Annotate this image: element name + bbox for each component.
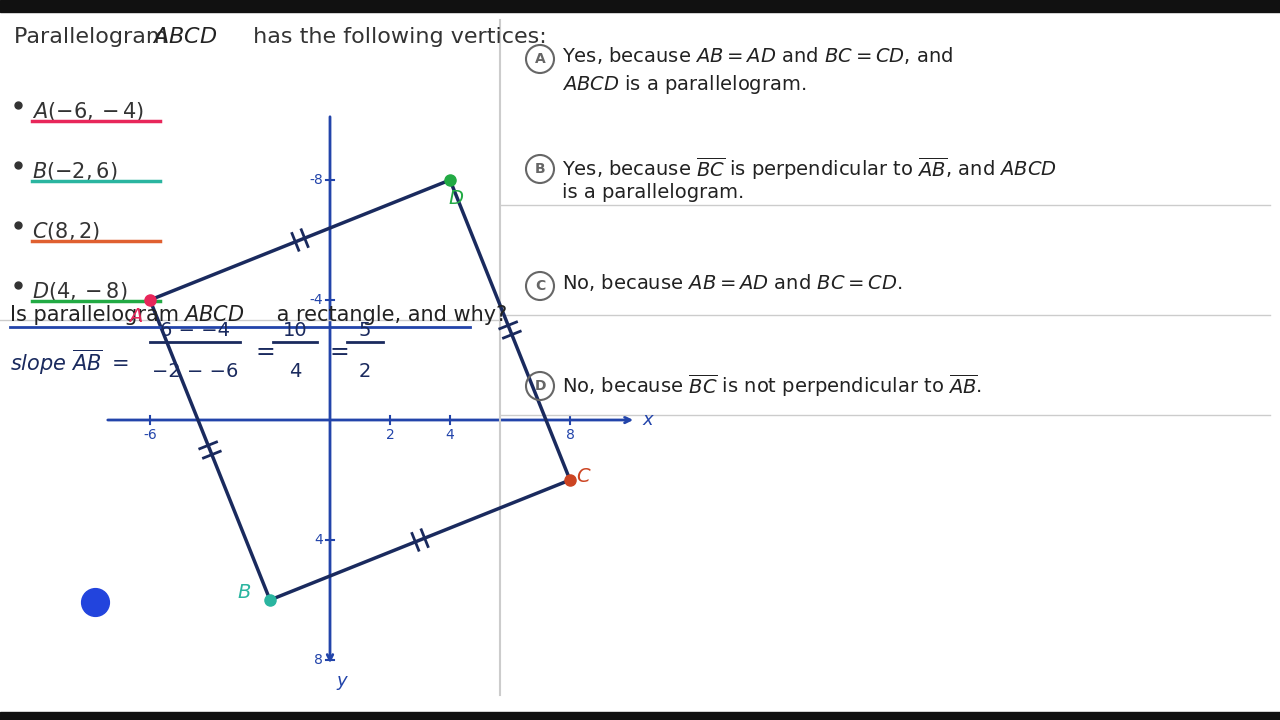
Text: A: A (535, 52, 545, 66)
Text: Yes, because $AB = AD$ and $BC = CD$, and: Yes, because $AB = AD$ and $BC = CD$, an… (562, 45, 954, 66)
Text: $y$: $y$ (335, 674, 349, 692)
Text: $\mathit{A}$: $\mathit{A}$ (128, 307, 143, 325)
Text: 10: 10 (283, 321, 307, 340)
Text: B: B (535, 162, 545, 176)
Text: 6 − −4: 6 − −4 (160, 321, 230, 340)
Text: 5: 5 (358, 321, 371, 340)
Text: $\mathit{slope}\ \overline{AB}\ =$: $\mathit{slope}\ \overline{AB}\ =$ (10, 348, 129, 377)
Text: No, because $AB = AD$ and $BC = CD$.: No, because $AB = AD$ and $BC = CD$. (562, 272, 902, 293)
Text: =: = (330, 340, 349, 364)
Text: 2: 2 (358, 362, 371, 381)
Text: a rectangle, and why?: a rectangle, and why? (270, 305, 507, 325)
Text: $x$: $x$ (643, 411, 655, 429)
Text: $\mathit{A}(-6,-4)$: $\mathit{A}(-6,-4)$ (32, 100, 145, 123)
Bar (0, 0, 1280, 12)
Text: 2: 2 (385, 428, 394, 442)
Text: 4: 4 (289, 362, 301, 381)
Text: has the following vertices:: has the following vertices: (246, 27, 547, 47)
Text: $\mathit{D}(4,-8)$: $\mathit{D}(4,-8)$ (32, 280, 128, 303)
Text: −2 − −6: −2 − −6 (152, 362, 238, 381)
Text: 8: 8 (566, 428, 575, 442)
Text: Is parallelogram: Is parallelogram (10, 305, 186, 325)
Text: -8: -8 (310, 173, 323, 187)
Text: -6: -6 (143, 428, 157, 442)
Bar (0, 712, 1280, 720)
Text: $\mathit{ABCD}$: $\mathit{ABCD}$ (152, 27, 218, 47)
Text: $\mathit{D}$: $\mathit{D}$ (448, 189, 465, 207)
Text: $\mathit{ABCD}$: $\mathit{ABCD}$ (183, 305, 244, 325)
Text: No, because $\overline{BC}$ is not perpendicular to $\overline{AB}$.: No, because $\overline{BC}$ is not perpe… (562, 372, 982, 399)
Text: $\mathit{C}(8,2)$: $\mathit{C}(8,2)$ (32, 220, 100, 243)
Text: $ABCD$ is a parallelogram.: $ABCD$ is a parallelogram. (562, 73, 806, 96)
Text: $\mathit{C}$: $\mathit{C}$ (576, 467, 591, 485)
Text: =: = (255, 340, 275, 364)
Text: -4: -4 (310, 293, 323, 307)
Text: 4: 4 (445, 428, 454, 442)
Text: 8: 8 (314, 653, 323, 667)
Text: is a parallelogram.: is a parallelogram. (562, 183, 744, 202)
Text: D: D (534, 379, 545, 393)
Text: C: C (535, 279, 545, 293)
Text: Parallelogram: Parallelogram (14, 27, 174, 47)
Text: $\mathit{B}$: $\mathit{B}$ (237, 582, 251, 601)
Text: $\mathit{B}(-2,6)$: $\mathit{B}(-2,6)$ (32, 160, 118, 183)
Text: 4: 4 (315, 533, 323, 547)
Text: Yes, because $\overline{BC}$ is perpendicular to $\overline{AB}$, and $ABCD$: Yes, because $\overline{BC}$ is perpendi… (562, 155, 1057, 182)
